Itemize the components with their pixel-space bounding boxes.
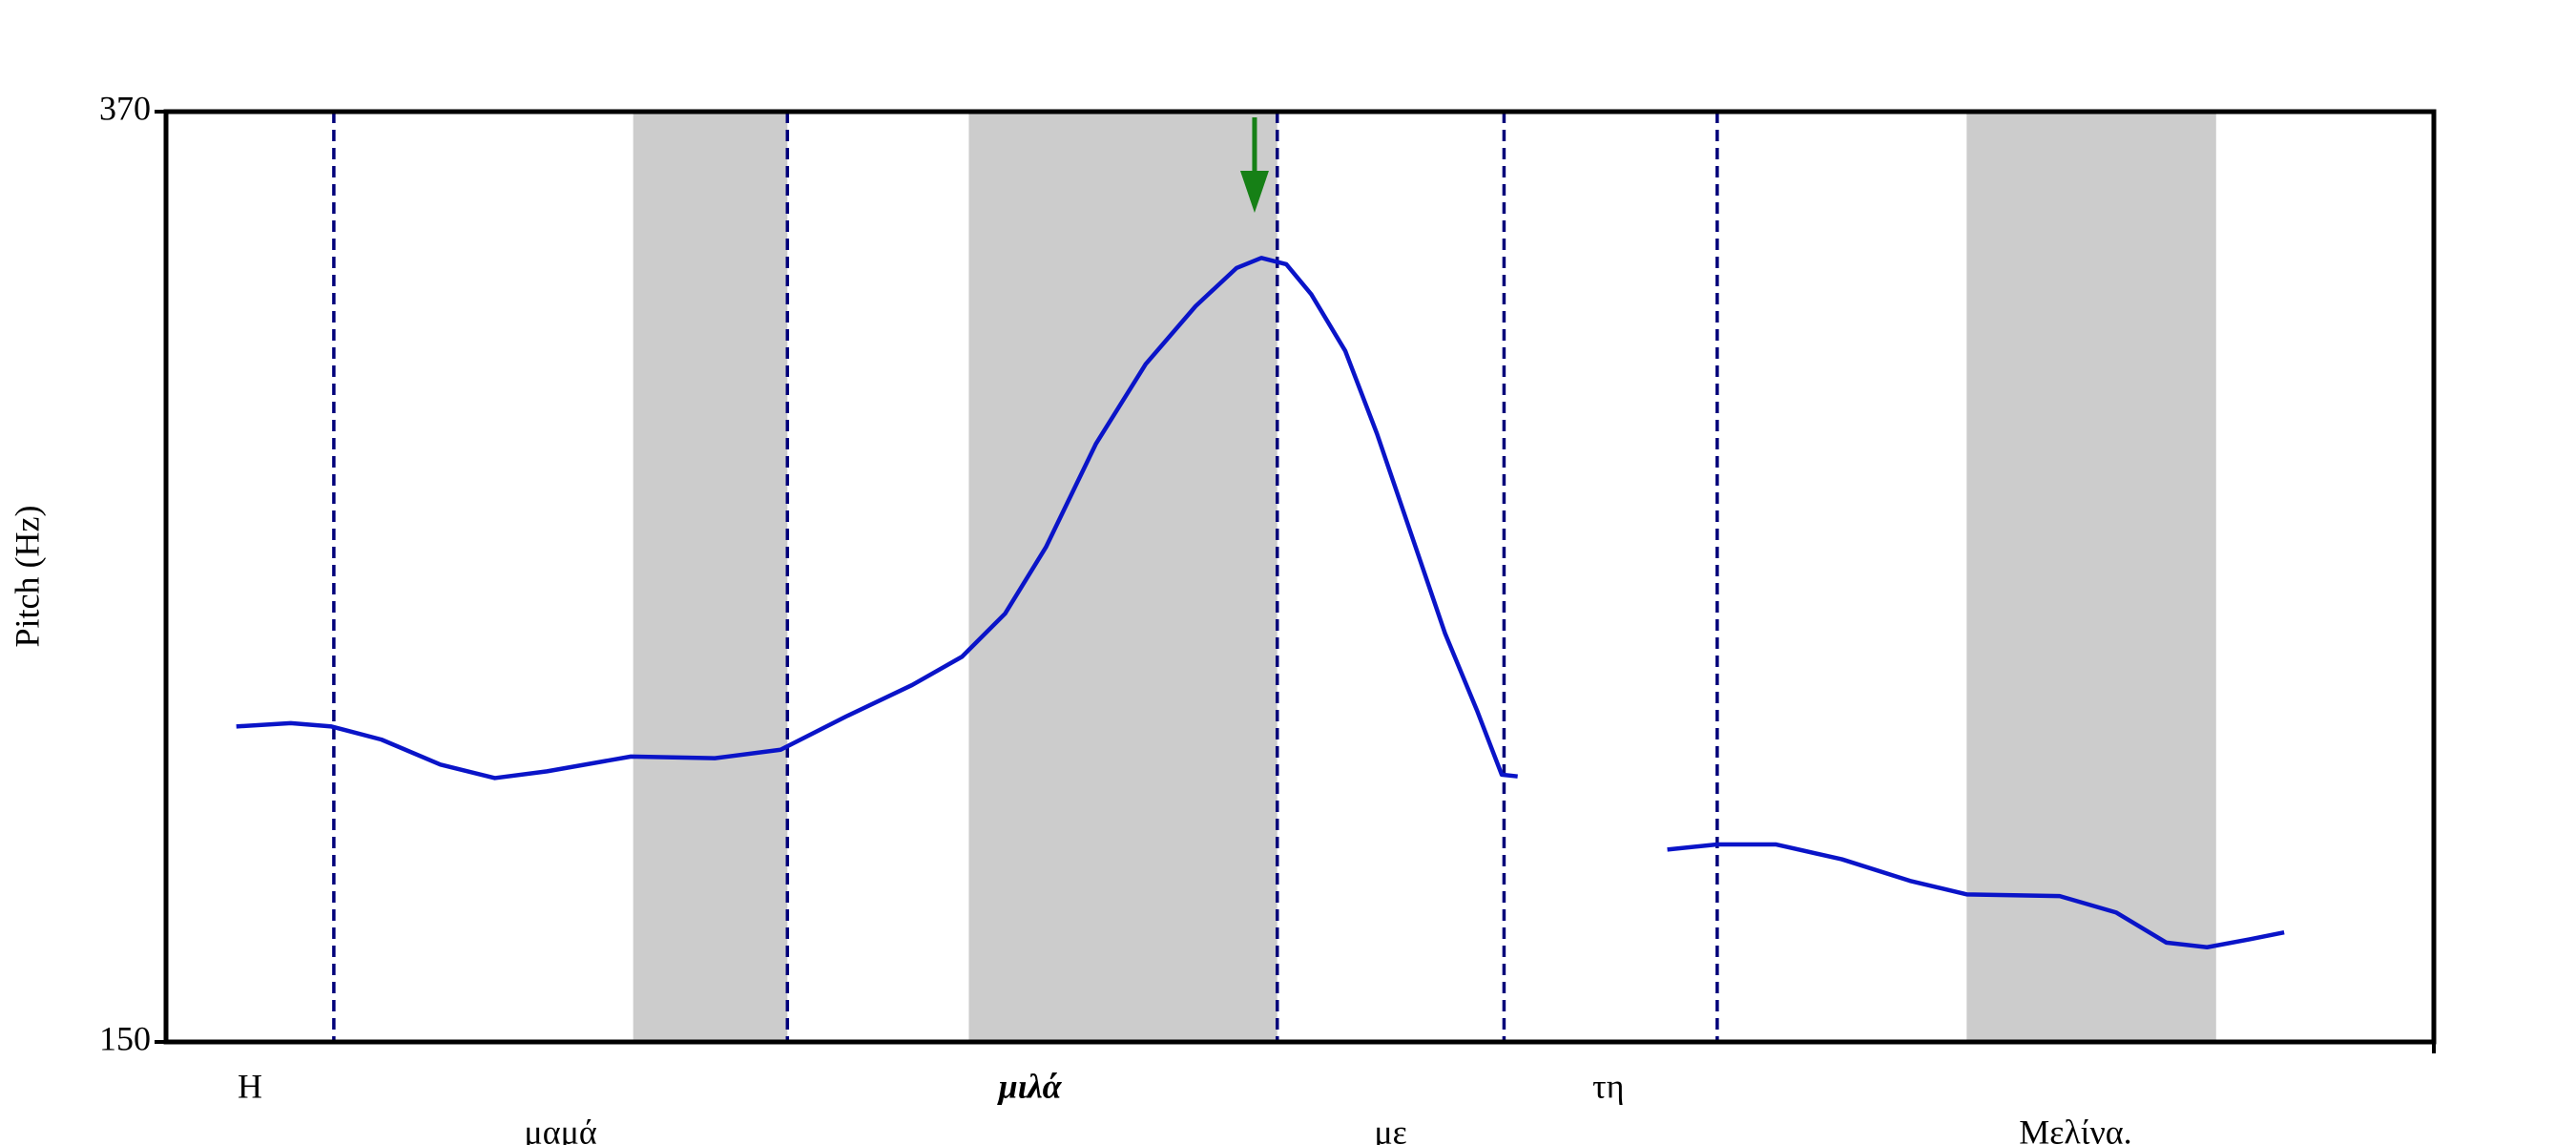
word-label: μιλά [997, 1067, 1063, 1105]
peak-arrow-head [1239, 171, 1269, 213]
word-label: τη [1592, 1067, 1624, 1105]
y-axis-label: Pitch (Hz) [8, 506, 46, 648]
word-label: Η [238, 1067, 262, 1105]
shaded-span [1966, 112, 2216, 1042]
word-label: με [1374, 1113, 1406, 1145]
pitch-contour [236, 256, 2285, 949]
word-label: μαμά [524, 1113, 596, 1145]
y-tick-label: 150 [99, 1019, 151, 1057]
word-label: Μελίνα. [2019, 1113, 2131, 1145]
plot-frame [163, 109, 2437, 1045]
shaded-span [633, 112, 788, 1042]
shaded-span [968, 112, 1278, 1042]
y-tick-label: 370 [99, 89, 151, 127]
